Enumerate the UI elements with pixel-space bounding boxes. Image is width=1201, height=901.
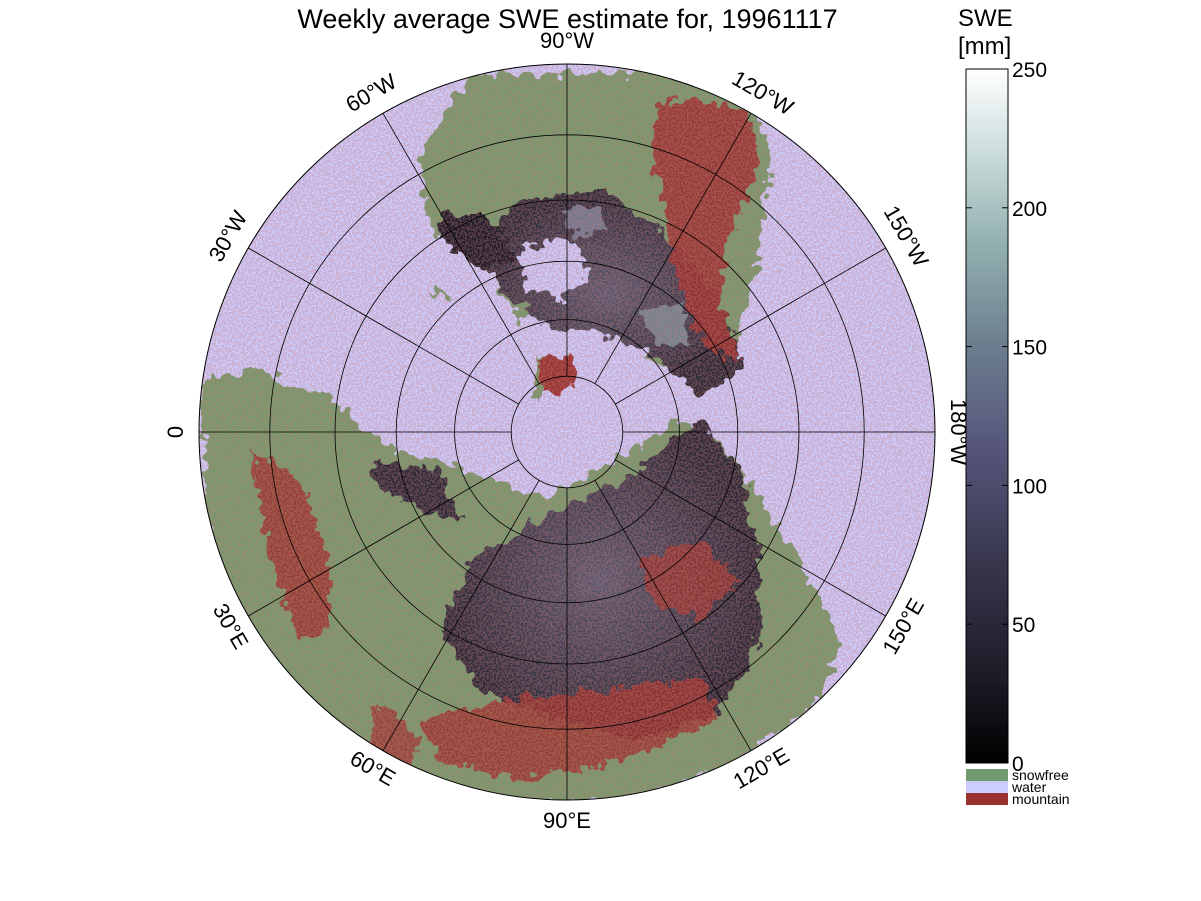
category-label-water: water — [1011, 779, 1047, 795]
colorbar-tick-label: 250 — [1012, 59, 1047, 82]
meridian-line — [594, 113, 752, 384]
colorbar-tick-label: 50 — [1012, 614, 1035, 637]
colorbar-tick-label: 100 — [1012, 475, 1047, 498]
meridian-line — [248, 459, 519, 617]
colorbar-title-line1: SWE — [958, 5, 1013, 32]
colorbar-title-line2: [mm] — [958, 33, 1011, 60]
meridian-line — [382, 480, 540, 751]
category-swatch-water — [966, 781, 1008, 793]
map-border — [198, 63, 936, 801]
colorbar — [965, 68, 1009, 764]
colorbar-tick-label: 150 — [1012, 337, 1047, 360]
colorbar-ticks: 250 200 150 100 50 0 — [966, 59, 1047, 776]
meridian-line — [248, 247, 519, 405]
meridian-line — [615, 247, 886, 405]
colorbar-tick-label: 200 — [1012, 198, 1047, 221]
colorbar-tick-label: 0 — [1012, 753, 1024, 776]
category-swatch-mountain — [966, 793, 1008, 805]
graticule-label: 90°E — [543, 808, 591, 833]
graticule-label: 90°W — [540, 28, 594, 53]
graticule-label: 0 — [163, 426, 188, 438]
graticule — [199, 64, 935, 800]
meridian-line — [615, 459, 886, 617]
category-label-snowfree: snowfree — [1012, 767, 1069, 783]
category-swatch-snowfree — [966, 769, 1008, 781]
figure-title: Weekly average SWE estimate for, 1996111… — [297, 4, 838, 34]
meridian-line — [382, 113, 540, 384]
category-label-mountain: mountain — [1012, 791, 1070, 807]
meridian-line — [594, 480, 752, 751]
